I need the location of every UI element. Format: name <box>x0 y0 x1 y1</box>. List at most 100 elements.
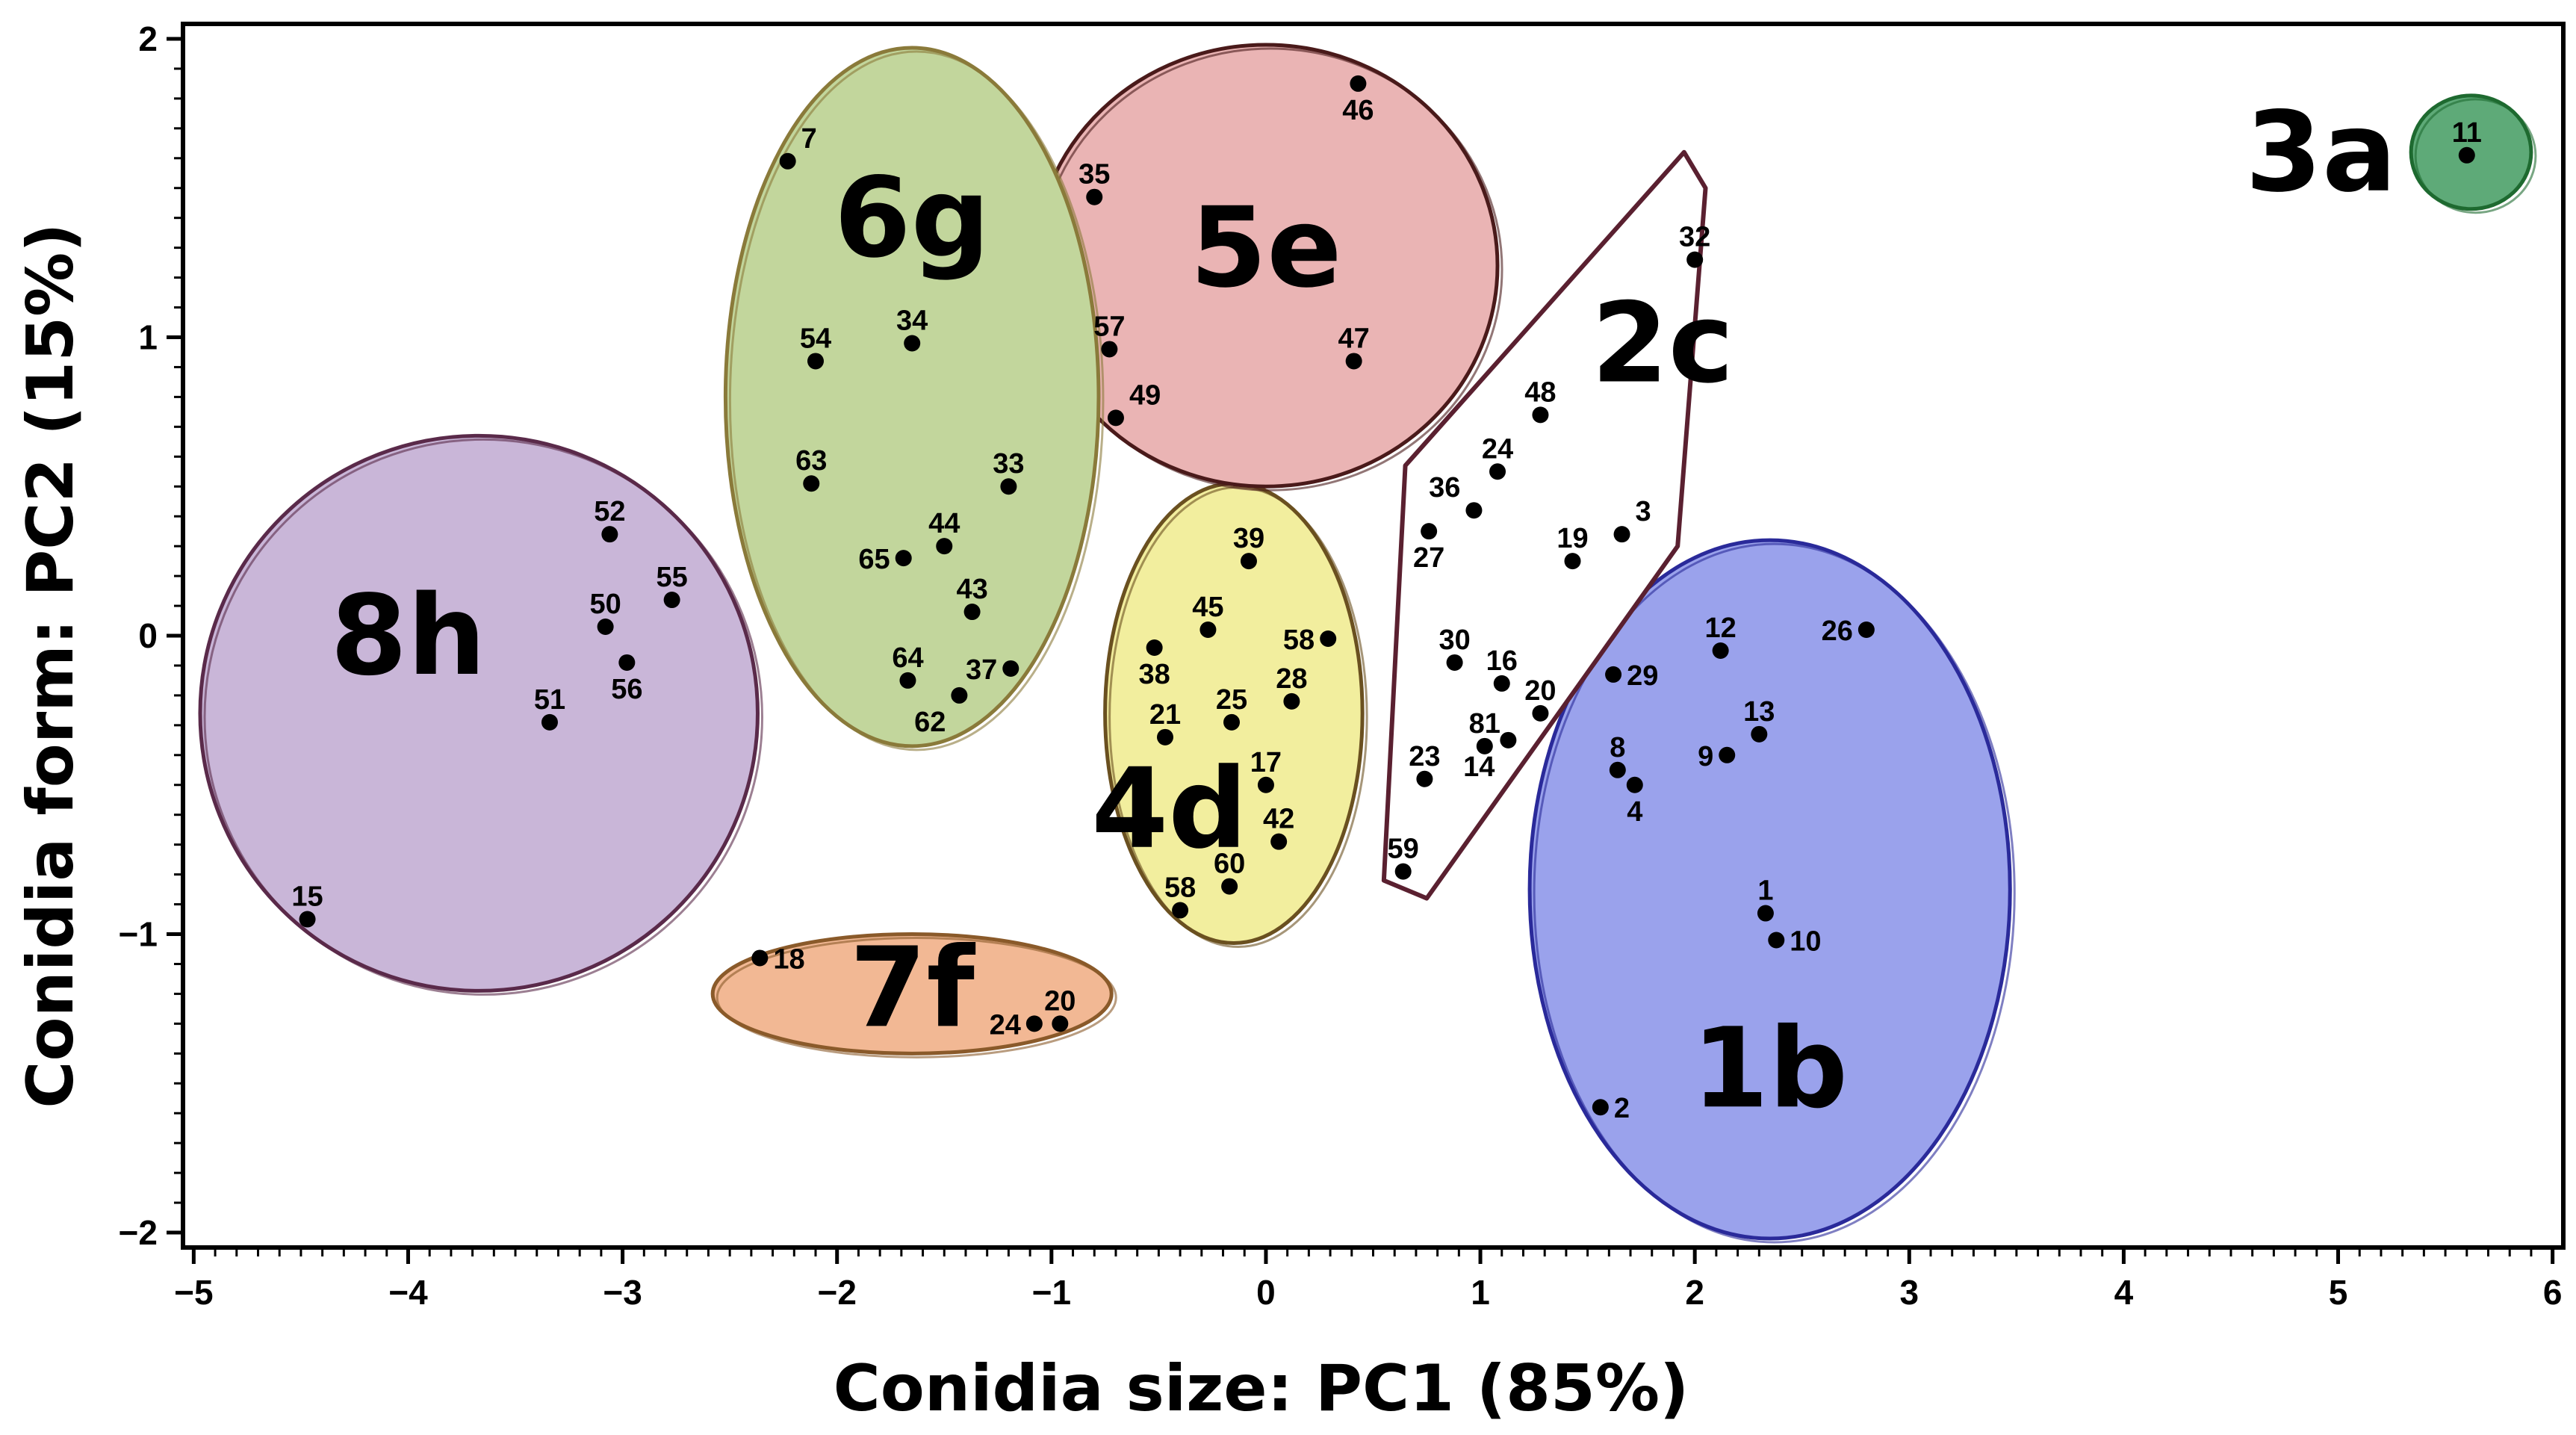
data-point-32 <box>1686 251 1704 268</box>
data-point-4 <box>1626 776 1643 793</box>
point-label: 52 <box>594 496 625 527</box>
data-point-29 <box>1605 666 1622 683</box>
data-point-52 <box>601 526 618 543</box>
point-label: 39 <box>1233 523 1264 554</box>
cluster-1b-region <box>1527 538 2012 1241</box>
y-tick-label: −2 <box>119 1213 158 1252</box>
data-point-60 <box>1221 878 1238 895</box>
point-label: 9 <box>1698 741 1713 772</box>
x-tick-label: −1 <box>1032 1273 1071 1312</box>
x-tick-label: 4 <box>2114 1273 2134 1312</box>
data-point-54 <box>807 353 824 370</box>
data-point-16 <box>1493 675 1510 692</box>
data-point-8 <box>1609 761 1626 778</box>
cluster-regions <box>198 43 2537 1244</box>
data-point-50 <box>597 619 614 636</box>
cluster-8h-region <box>198 433 760 993</box>
point-label: 35 <box>1078 159 1110 190</box>
point-label: 25 <box>1216 684 1247 716</box>
cluster-7f-region <box>710 932 1114 1056</box>
point-label: 48 <box>1524 376 1556 408</box>
point-label: 43 <box>956 574 987 605</box>
x-axis-title: Conidia size: PC1 (85%) <box>834 1351 1689 1426</box>
cluster-label-2c: 2c <box>1592 279 1734 407</box>
y-tick-label: 2 <box>138 19 158 58</box>
data-point-18 <box>751 949 769 967</box>
cluster-label-5e: 5e <box>1190 184 1341 312</box>
point-label: 65 <box>858 544 890 575</box>
point-label: 13 <box>1743 696 1775 728</box>
point-label: 24 <box>990 1009 1021 1041</box>
point-label: 28 <box>1276 663 1307 695</box>
point-label: 50 <box>589 589 621 620</box>
point-label: 51 <box>534 684 565 716</box>
data-point-58 <box>1320 630 1337 647</box>
point-label: 45 <box>1192 592 1223 623</box>
point-label: 23 <box>1409 741 1440 772</box>
point-label: 42 <box>1263 804 1294 835</box>
data-point-12 <box>1712 642 1729 659</box>
data-point-23 <box>1416 770 1433 787</box>
cluster-3a-outline <box>2414 98 2537 214</box>
point-label: 81 <box>1469 708 1500 740</box>
x-tick-label: 0 <box>1256 1273 1276 1312</box>
data-point-14 <box>1500 731 1517 749</box>
point-label: 12 <box>1704 613 1736 644</box>
data-point-35 <box>1086 188 1103 205</box>
data-point-37 <box>1002 660 1019 677</box>
point-label: 57 <box>1093 311 1125 342</box>
data-point-58 <box>1172 902 1189 919</box>
point-label: 30 <box>1438 624 1470 656</box>
point-label: 46 <box>1342 95 1374 126</box>
data-point-20 <box>1532 704 1549 722</box>
point-label: 11 <box>2452 117 2482 149</box>
point-label: 8 <box>1610 732 1625 763</box>
data-point-81 <box>1476 737 1493 754</box>
data-point-27 <box>1421 523 1438 540</box>
point-label: 64 <box>892 642 923 674</box>
point-label: 59 <box>1388 834 1419 865</box>
data-point-44 <box>936 538 953 555</box>
x-tick-label: 6 <box>2543 1273 2563 1312</box>
x-tick-label: −4 <box>388 1273 428 1312</box>
data-point-64 <box>899 672 916 689</box>
data-point-43 <box>963 604 981 621</box>
point-label: 26 <box>1822 616 1853 647</box>
point-label: 62 <box>914 707 946 738</box>
data-point-15 <box>299 911 316 928</box>
point-label: 21 <box>1149 699 1181 731</box>
cluster-label-1b: 1b <box>1692 1004 1848 1132</box>
data-point-9 <box>1719 746 1736 763</box>
point-label: 24 <box>1482 433 1513 465</box>
data-point-39 <box>1240 553 1257 570</box>
x-tick-label: −2 <box>817 1273 856 1312</box>
data-point-46 <box>1350 75 1367 92</box>
data-point-62 <box>951 686 968 704</box>
data-point-36 <box>1465 502 1483 519</box>
point-label: 16 <box>1486 645 1518 677</box>
cluster-labels: 1b 2c 3a 4d 5e 6g 7f 8h <box>330 88 2397 1133</box>
cluster-7f-outline <box>716 937 1117 1059</box>
data-point-55 <box>663 592 680 609</box>
data-point-34 <box>904 335 921 352</box>
point-label: 33 <box>993 448 1024 480</box>
point-label: 1 <box>1757 875 1773 907</box>
point-label: 55 <box>656 562 687 593</box>
data-point-51 <box>541 713 558 731</box>
y-tick-label: −1 <box>119 915 158 954</box>
point-label: 44 <box>928 508 960 539</box>
data-point-13 <box>1751 725 1768 743</box>
data-point-17 <box>1257 776 1274 793</box>
cluster-1b-outline <box>1533 542 2016 1244</box>
data-point-19 <box>1564 553 1581 570</box>
point-label: 56 <box>611 674 642 705</box>
point-label: 47 <box>1338 323 1370 354</box>
point-label: 15 <box>291 881 323 913</box>
data-point-28 <box>1283 692 1300 710</box>
data-point-11 <box>2458 146 2475 164</box>
data-point-42 <box>1270 833 1288 850</box>
point-label: 38 <box>1138 659 1170 690</box>
data-point-57 <box>1101 341 1118 358</box>
